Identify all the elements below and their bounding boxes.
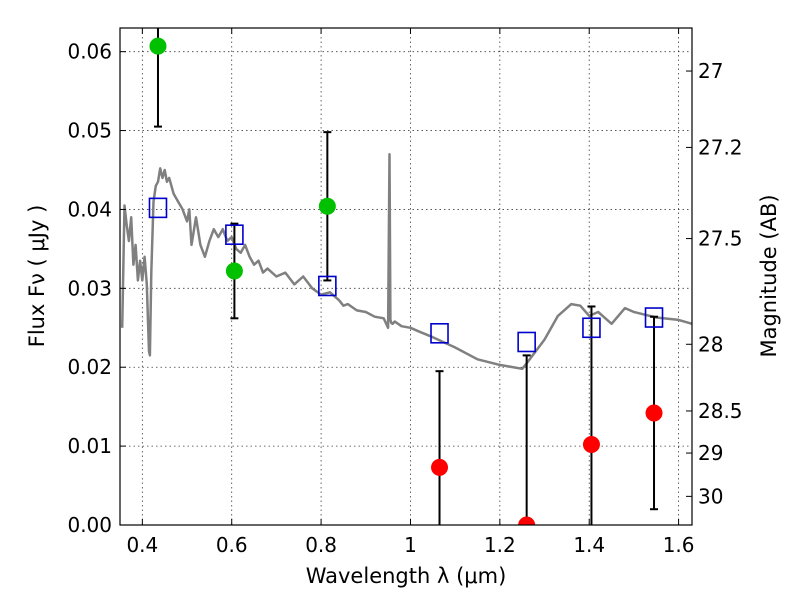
y2-axis-label: Magnitude (AB) [757,194,781,357]
x-tick-label: 1.6 [663,533,695,557]
photometry-points [149,37,663,525]
y2-tick-label: 28 [698,332,723,356]
detection-point [225,262,243,280]
y-tick-label: 0.05 [67,119,112,143]
plot-background [120,28,692,525]
y2-tick-label: 27 [698,59,723,83]
y-tick-label: 0.01 [67,434,112,458]
y-tick-label: 0.04 [67,197,112,221]
model-band-markers [148,197,664,353]
model-band-marker [582,317,601,339]
model-band-marker [148,197,168,219]
y-axis-label: Flux Fν ( μJy ) [25,205,49,348]
model-band-marker [517,331,536,353]
model-band-marker [430,322,449,344]
y-tick-label: 0.02 [67,355,112,379]
y-tick-label: 0.06 [67,40,112,64]
y-tick-label: 0.03 [67,276,112,300]
detection-point [149,37,167,55]
x-tick-label: 1 [404,533,417,557]
non-detection-point [431,458,449,476]
y2-tick-label: 27.5 [698,227,743,251]
model-band-marker [225,224,244,245]
axis-tick-labels: 0.4 0.6 0.8 1 1.2 1.4 1.6 0.00 0.01 0.02 0.03 0.04 0… [67,40,742,557]
non-detection-point [645,404,663,422]
x-axis-label: Wavelength λ (μm) [306,564,507,588]
axis-ticks [120,28,692,526]
non-detection-point [582,436,600,454]
y2-tick-label: 27.2 [698,135,743,159]
detection-point [318,197,336,215]
x-tick-label: 1.4 [573,533,605,557]
model-band-marker [318,275,337,297]
x-tick-label: 0.6 [216,533,248,557]
y2-tick-label: 30 [698,484,723,508]
plot-frame [119,27,693,526]
y2-tick-label: 28.5 [698,399,743,423]
non-detection-point [518,516,536,525]
x-tick-label: 1.2 [484,533,516,557]
x-tick-label: 0.4 [126,533,158,557]
y2-tick-label: 29 [698,441,723,465]
x-tick-label: 0.8 [305,533,337,557]
model-band-marker [644,307,664,328]
model-spectrum-line [120,152,692,371]
grid [120,28,692,526]
y-tick-label: 0.00 [67,513,112,537]
